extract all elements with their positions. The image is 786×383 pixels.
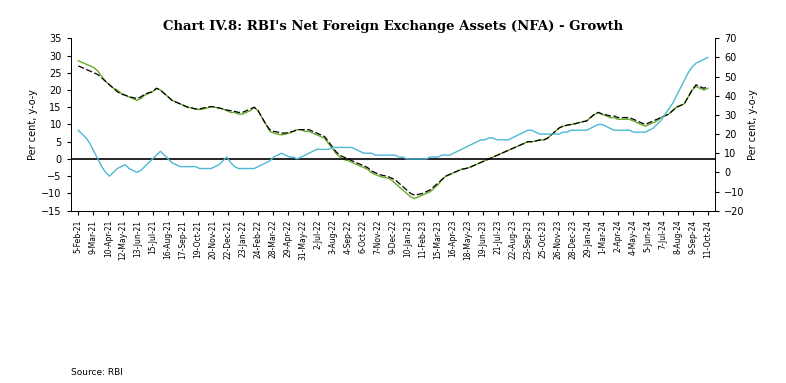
Title: Chart IV.8: RBI's Net Foreign Exchange Assets (NFA) - Growth: Chart IV.8: RBI's Net Foreign Exchange A… (163, 20, 623, 33)
Text: Source: RBI: Source: RBI (71, 368, 123, 377)
Y-axis label: Per cent, y-o-y: Per cent, y-o-y (747, 89, 758, 160)
Y-axis label: Per cent, y-o-y: Per cent, y-o-y (28, 89, 39, 160)
Legend: NFA, Foreign currency assets, Gold (RHS): NFA, Foreign currency assets, Gold (RHS) (220, 379, 566, 383)
